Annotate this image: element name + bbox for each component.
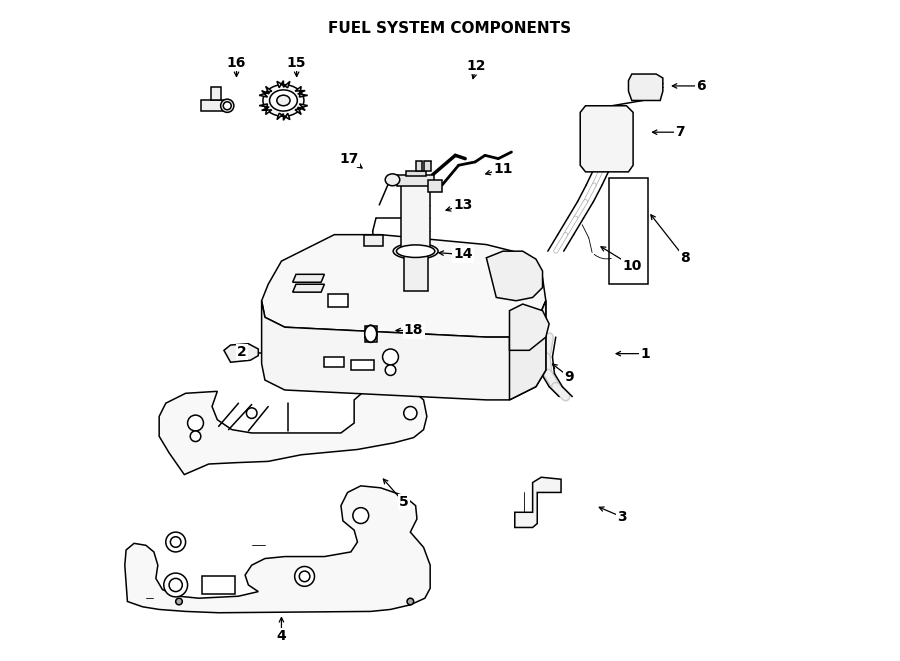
Circle shape bbox=[170, 537, 181, 547]
Text: 18: 18 bbox=[404, 323, 423, 338]
Text: 14: 14 bbox=[454, 247, 473, 262]
Polygon shape bbox=[277, 81, 290, 88]
Ellipse shape bbox=[364, 326, 376, 342]
Polygon shape bbox=[628, 74, 662, 100]
Polygon shape bbox=[328, 294, 347, 307]
Circle shape bbox=[353, 508, 369, 524]
Polygon shape bbox=[364, 326, 376, 342]
Polygon shape bbox=[404, 250, 428, 291]
Polygon shape bbox=[295, 87, 308, 97]
Polygon shape bbox=[202, 576, 235, 594]
Polygon shape bbox=[580, 106, 633, 172]
Polygon shape bbox=[486, 251, 543, 301]
Text: FUEL SYSTEM COMPONENTS: FUEL SYSTEM COMPONENTS bbox=[328, 21, 572, 36]
Circle shape bbox=[382, 349, 399, 365]
Polygon shape bbox=[125, 486, 430, 613]
Polygon shape bbox=[428, 180, 442, 192]
Polygon shape bbox=[292, 284, 324, 292]
Circle shape bbox=[294, 566, 314, 586]
Circle shape bbox=[407, 598, 414, 605]
Polygon shape bbox=[224, 344, 258, 362]
Text: 11: 11 bbox=[493, 161, 513, 176]
Text: 5: 5 bbox=[399, 495, 409, 510]
Circle shape bbox=[300, 571, 310, 582]
Text: 6: 6 bbox=[697, 79, 706, 93]
Circle shape bbox=[166, 532, 185, 552]
Circle shape bbox=[223, 102, 231, 110]
Polygon shape bbox=[509, 301, 545, 400]
Text: 3: 3 bbox=[617, 510, 626, 524]
Polygon shape bbox=[295, 104, 308, 114]
Ellipse shape bbox=[269, 90, 297, 111]
Text: 2: 2 bbox=[237, 344, 247, 359]
Polygon shape bbox=[401, 185, 430, 250]
Polygon shape bbox=[364, 235, 382, 246]
Circle shape bbox=[220, 99, 234, 112]
Circle shape bbox=[164, 573, 187, 597]
Polygon shape bbox=[277, 113, 290, 120]
Circle shape bbox=[404, 407, 417, 420]
Polygon shape bbox=[159, 390, 427, 475]
Polygon shape bbox=[262, 301, 545, 400]
Polygon shape bbox=[259, 104, 272, 114]
Ellipse shape bbox=[263, 85, 304, 116]
Bar bbox=[424, 161, 431, 171]
Bar bbox=[416, 161, 422, 171]
Circle shape bbox=[247, 408, 257, 418]
Circle shape bbox=[187, 415, 203, 431]
Text: 15: 15 bbox=[287, 56, 306, 70]
Text: 1: 1 bbox=[640, 346, 650, 361]
Polygon shape bbox=[201, 100, 227, 111]
Text: 10: 10 bbox=[622, 258, 642, 273]
Text: 13: 13 bbox=[454, 198, 473, 212]
Polygon shape bbox=[397, 175, 434, 186]
Text: 16: 16 bbox=[227, 56, 247, 70]
Polygon shape bbox=[262, 235, 545, 337]
Ellipse shape bbox=[385, 174, 400, 186]
Text: 4: 4 bbox=[276, 629, 286, 643]
Ellipse shape bbox=[397, 245, 435, 257]
Ellipse shape bbox=[364, 325, 376, 342]
Text: 17: 17 bbox=[340, 151, 359, 166]
Polygon shape bbox=[406, 171, 426, 176]
Text: 9: 9 bbox=[564, 369, 574, 384]
Ellipse shape bbox=[277, 95, 290, 106]
Polygon shape bbox=[509, 304, 549, 350]
Circle shape bbox=[190, 431, 201, 442]
Circle shape bbox=[169, 578, 183, 592]
Ellipse shape bbox=[393, 243, 438, 259]
Text: 12: 12 bbox=[467, 59, 486, 73]
Circle shape bbox=[176, 598, 183, 605]
Polygon shape bbox=[608, 178, 648, 284]
Polygon shape bbox=[292, 274, 324, 282]
Ellipse shape bbox=[364, 326, 376, 342]
Text: 7: 7 bbox=[675, 125, 685, 139]
Text: 8: 8 bbox=[680, 251, 689, 265]
Polygon shape bbox=[515, 477, 561, 527]
Polygon shape bbox=[211, 87, 220, 100]
Circle shape bbox=[385, 365, 396, 375]
Polygon shape bbox=[259, 87, 272, 97]
Polygon shape bbox=[351, 360, 374, 370]
Polygon shape bbox=[324, 357, 344, 367]
